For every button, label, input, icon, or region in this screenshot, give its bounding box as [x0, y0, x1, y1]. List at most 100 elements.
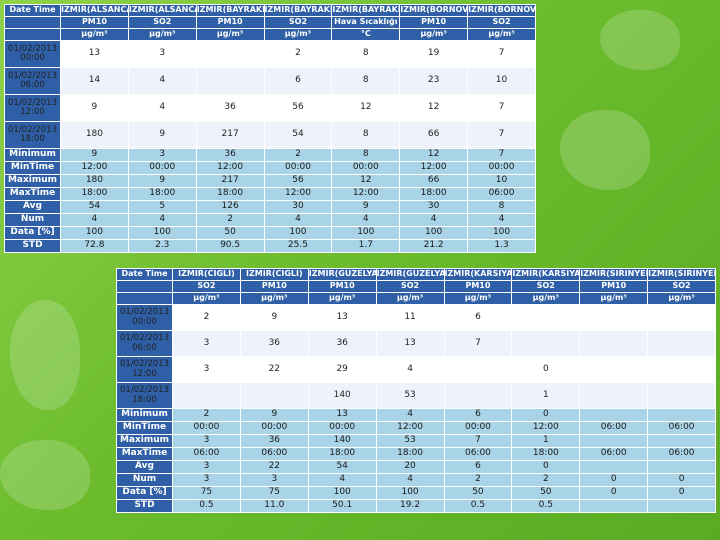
value-cell: 8: [331, 40, 401, 68]
stat-value: 3: [172, 434, 241, 448]
header-cell: µg/m³: [511, 292, 581, 305]
value-cell: [172, 382, 241, 409]
stat-value: 4: [375, 473, 445, 487]
header-row: PM10 SO2 PM10 SO2 Hava Sıcaklığı PM10 SO2: [4, 16, 536, 29]
stat-value: 18:00: [511, 447, 581, 461]
stat-value: 3: [172, 473, 241, 487]
stat-value: 53: [375, 434, 445, 448]
stat-value: 9: [331, 200, 401, 214]
stat-value: 12:00: [60, 161, 129, 175]
stat-value: [647, 408, 716, 422]
stat-value: 22: [239, 460, 309, 474]
stat-value: 50: [195, 226, 265, 240]
stat-value: 140: [307, 434, 377, 448]
stat-row: MaxTime 06:00 06:00 18:00 18:00 06:00 18:00 06:…: [116, 447, 716, 461]
value-cell: 12: [331, 94, 401, 122]
butterfly-decoration-bottom-left: [0, 440, 90, 510]
stat-value: 13: [307, 408, 377, 422]
stat-value: 12:00: [399, 161, 469, 175]
stat-label: MaxTime: [116, 447, 173, 461]
header-cell: PM10: [443, 280, 513, 293]
date-time-cell: 01/02/2013 18:00: [4, 121, 61, 149]
value-cell: 7: [443, 330, 513, 357]
stat-value: [647, 460, 716, 474]
stat-value: [647, 499, 716, 513]
stat-value: 4: [307, 473, 377, 487]
stat-value: 9: [127, 174, 197, 188]
value-cell: 53: [375, 382, 445, 409]
stat-row: STD 72.8 2.3 90.5 25.5 1.7 21.2 1.3: [4, 239, 536, 253]
stat-value: 100: [399, 226, 469, 240]
stat-value: 06:00: [239, 447, 309, 461]
value-cell: 29: [307, 356, 377, 383]
value-cell: [579, 356, 649, 383]
date-time-cell: 01/02/2013 06:00: [116, 330, 173, 357]
date-time-cell: 01/02/2013 00:00: [4, 40, 61, 68]
stat-value: 2: [172, 408, 241, 422]
header-row: Date TimeIZMIR(ALSANCAK)IZMIR(ALSANCAK)I…: [4, 4, 536, 17]
stat-value: 100: [331, 226, 401, 240]
stat-label: STD: [4, 239, 61, 253]
value-cell: 180: [60, 121, 129, 149]
stat-value: [579, 460, 649, 474]
stat-row: Avg 3 22 54 20 6 0: [116, 460, 716, 474]
value-cell: 19: [399, 40, 469, 68]
value-cell: 14: [60, 67, 129, 95]
stat-label: Avg: [4, 200, 61, 214]
value-cell: [579, 304, 649, 331]
stat-value: 5: [127, 200, 197, 214]
stat-row: MinTime 00:00 00:00 00:00 12:00 00:00 12:00 06:…: [116, 421, 716, 435]
stat-value: 75: [172, 486, 241, 500]
stat-value: 50.1: [307, 499, 377, 513]
header-cell: IZMIR(GUZELYALI): [307, 268, 377, 281]
stat-value: 00:00: [127, 161, 197, 175]
stat-value: 100: [375, 486, 445, 500]
stat-value: 0: [579, 486, 649, 500]
stat-value: 9: [60, 148, 129, 162]
value-cell: 36: [239, 330, 309, 357]
stat-value: 4: [60, 213, 129, 227]
stat-label: Avg: [116, 460, 173, 474]
table-row: 01/02/2013 00:00 2 9 13 11 6: [116, 304, 716, 331]
value-cell: 66: [399, 121, 469, 149]
stat-value: 18:00: [60, 187, 129, 201]
stat-label: Minimum: [4, 148, 61, 162]
header-cell: Hava Sıcaklığı: [331, 16, 401, 29]
date-time-cell: 01/02/2013 06:00: [4, 67, 61, 95]
stat-value: 0: [647, 486, 716, 500]
stat-label: MinTime: [4, 161, 61, 175]
header-cell: [116, 280, 173, 293]
header-cell: SO2: [127, 16, 197, 29]
value-cell: 3: [172, 356, 241, 383]
header-cell: IZMIR(BAYRAKLI): [195, 4, 265, 17]
header-cell: [116, 292, 173, 305]
stat-value: 12:00: [511, 421, 581, 435]
value-cell: [511, 330, 581, 357]
value-cell: 7: [467, 40, 536, 68]
value-cell: 12: [399, 94, 469, 122]
stat-row: Avg 54 5 126 30 9 30 8: [4, 200, 536, 214]
value-cell: 217: [195, 121, 265, 149]
value-cell: [511, 304, 581, 331]
stat-value: 54: [60, 200, 129, 214]
header-cell: IZMIR(BAYRAKLI): [331, 4, 401, 17]
date-time-cell: 01/02/2013 12:00: [4, 94, 61, 122]
value-cell: 9: [60, 94, 129, 122]
header-cell: µg/m³: [307, 292, 377, 305]
stat-value: 56: [263, 174, 333, 188]
header-cell: IZMIR(KARSIYAKA): [511, 268, 581, 281]
stat-value: 90.5: [195, 239, 265, 253]
value-cell: [579, 382, 649, 409]
value-cell: 23: [399, 67, 469, 95]
stat-value: 7: [443, 434, 513, 448]
stat-label: Num: [4, 213, 61, 227]
header-cell: IZMIR(KARSIYAKA): [443, 268, 513, 281]
header-cell: PM10: [579, 280, 649, 293]
stat-value: 50: [511, 486, 581, 500]
stat-label: STD: [116, 499, 173, 513]
stat-value: 36: [239, 434, 309, 448]
header-cell: IZMIR(BORNOVA): [399, 4, 469, 17]
stat-row: Num 4 4 2 4 4 4 4: [4, 213, 536, 227]
value-cell: 2: [172, 304, 241, 331]
stat-value: 10: [467, 174, 536, 188]
